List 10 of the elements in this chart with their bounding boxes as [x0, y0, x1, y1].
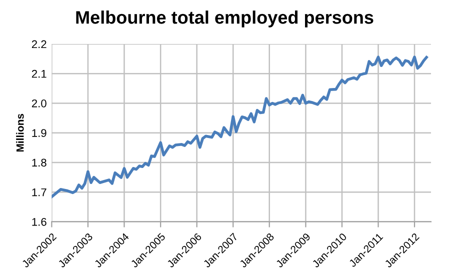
y-axis-title: Millions: [16, 114, 24, 152]
y-tick-label: 1.7: [32, 188, 46, 196]
y-tick-label: 1.8: [32, 158, 46, 167]
y-tick-label: 2.1: [32, 70, 46, 78]
chart-title: Melbourne total employed persons: [76, 10, 374, 28]
line-series: [52, 56, 428, 198]
y-tick-label: 1.9: [32, 129, 46, 137]
y-tick-label: 1.6: [32, 218, 46, 226]
y-tick-label: 2.2: [32, 40, 46, 48]
y-tick-label: 2.0: [32, 100, 46, 108]
